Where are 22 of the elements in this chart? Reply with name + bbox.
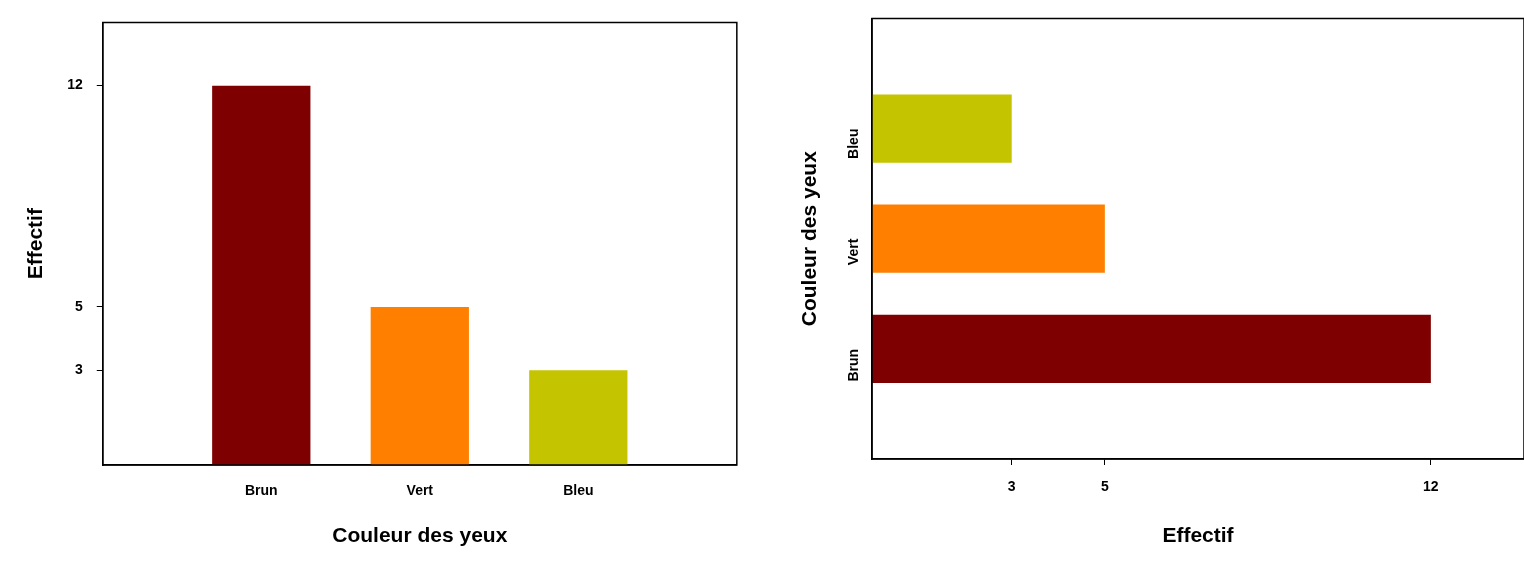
x-tick-label: 5 <box>1100 478 1109 495</box>
y-axis-title: Couleur des yeux <box>797 150 821 327</box>
bar <box>872 204 1105 273</box>
x-tick-label: Bleu <box>563 482 594 499</box>
x-axis-title: Couleur des yeux <box>332 523 508 547</box>
y-tick-label: Bleu <box>844 128 861 159</box>
y-tick-label: 3 <box>74 361 83 378</box>
y-tick-label: 12 <box>67 76 83 93</box>
x-tick-label: 3 <box>1007 478 1016 495</box>
bar <box>212 85 311 465</box>
bar <box>872 94 1012 163</box>
x-axis-title: Effectif <box>1162 523 1235 547</box>
x-tick-label: Vert <box>406 482 434 499</box>
bar <box>370 306 469 465</box>
bar <box>529 370 628 465</box>
bar <box>872 314 1431 383</box>
y-tick-label: Vert <box>844 238 861 266</box>
y-tick-label: 5 <box>74 297 83 314</box>
y-axis-title: Effectif <box>23 207 47 280</box>
x-tick-label: 12 <box>1423 478 1439 495</box>
y-tick-label: Brun <box>844 348 861 382</box>
x-tick-label: Brun <box>244 482 278 499</box>
